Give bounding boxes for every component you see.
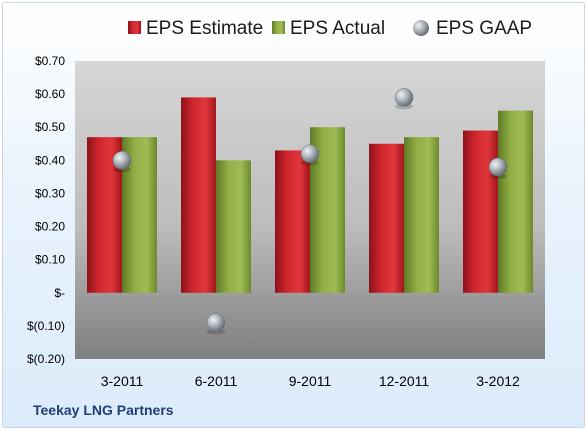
y-tick-label: $- — [54, 286, 65, 300]
legend-swatch-eps-actual — [272, 21, 285, 34]
x-tick-label: 6-2011 — [195, 373, 238, 389]
x-tick-label: 3-2012 — [476, 373, 520, 389]
gaap-markers — [112, 88, 508, 335]
x-tick-label: 9-2011 — [289, 373, 332, 389]
y-tick-label: $0.60 — [35, 87, 65, 101]
bars — [87, 97, 533, 293]
y-tick-label: $(0.10) — [27, 319, 65, 333]
y-tick-label: $0.70 — [35, 54, 65, 68]
estimate-bar — [369, 143, 404, 293]
y-tick-label: $(0.20) — [27, 352, 65, 366]
gaap-marker — [488, 157, 508, 177]
y-tick-label: $0.40 — [35, 153, 65, 167]
x-tick-label: 12-2011 — [379, 373, 430, 389]
y-axis-ticks: $(0.20) $(0.10) $- $0.10 $0.20 $0.30 $0.40 $0.5… — [27, 54, 65, 366]
y-tick-label: $0.10 — [35, 253, 65, 267]
legend: EPS Estimate EPS Actual EPS GAAP — [128, 18, 532, 39]
actual-bar — [404, 137, 439, 293]
y-tick-label: $0.30 — [35, 186, 65, 200]
legend-label-eps-estimate: EPS Estimate — [146, 18, 263, 39]
estimate-bar — [463, 130, 498, 293]
gaap-marker — [300, 144, 320, 163]
actual-bar — [498, 110, 533, 293]
legend-label-eps-gaap: EPS GAAP — [436, 18, 532, 39]
legend-swatch-eps-gaap — [413, 20, 429, 36]
estimate-bar — [275, 150, 310, 293]
legend-item-eps-actual: EPS Actual — [272, 18, 385, 39]
legend-item-eps-gaap: EPS GAAP — [413, 18, 532, 39]
x-tick-label: 3-2011 — [101, 373, 144, 389]
gaap-marker — [394, 88, 414, 107]
actual-bar — [216, 160, 251, 293]
legend-swatch-eps-estimate — [128, 21, 141, 34]
legend-label-eps-actual: EPS Actual — [290, 18, 385, 39]
y-tick-label: $0.50 — [35, 120, 65, 134]
x-axis-labels: 3-2011 6-2011 9-2011 12-2011 3-2012 — [101, 373, 520, 389]
estimate-bar — [181, 97, 216, 293]
y-tick-label: $0.20 — [35, 220, 65, 234]
company-name: Teekay LNG Partners — [33, 402, 174, 418]
legend-item-eps-estimate: EPS Estimate — [128, 18, 263, 39]
gaap-marker — [112, 151, 132, 170]
gaap-marker — [206, 313, 226, 332]
